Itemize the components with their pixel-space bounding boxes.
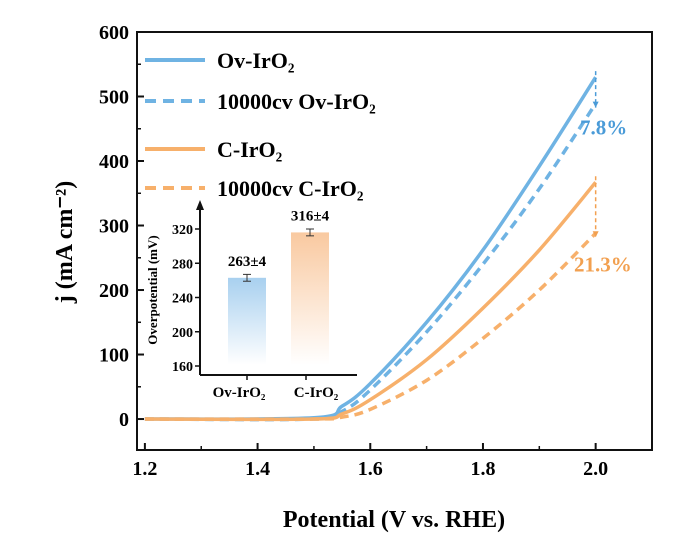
y-tick-label: 600 (99, 22, 129, 44)
inset-bar-1 (291, 232, 329, 365)
inset-bar-0 (228, 277, 266, 365)
arrow-head (592, 231, 599, 238)
legend-label-3: 10000cv C-IrO₂ (217, 176, 364, 201)
x-axis-label: Potential (V vs. RHE) (283, 507, 505, 533)
x-tick-label: 2.0 (583, 458, 608, 480)
inset-x-tick-label: Ov-IrO₂ (213, 385, 266, 401)
inset-axis-arrow (196, 200, 204, 210)
series-line-3 (144, 232, 597, 421)
x-tick-label: 1.4 (245, 458, 270, 480)
inset-x-tick-label: C-IrO₂ (294, 385, 339, 401)
x-tick-label: 1.6 (358, 458, 383, 480)
y-tick-label: 400 (99, 151, 129, 173)
legend-label-2: C-IrO₂ (217, 137, 283, 162)
inset-y-tick-label: 280 (172, 257, 193, 272)
arrow-head (592, 101, 599, 108)
y-tick-label: 500 (99, 87, 129, 109)
plot-frame (136, 31, 653, 451)
inset-y-tick-label: 320 (172, 223, 193, 238)
y-axis-label: j (mA cm⁻²) (52, 181, 78, 304)
series-line-1 (144, 102, 598, 422)
y-tick-label: 300 (99, 216, 129, 238)
series-line-0 (144, 76, 598, 421)
y-tick-label: 100 (99, 345, 129, 367)
y-tick-label: 200 (99, 280, 129, 302)
inset-y-tick-label: 160 (172, 360, 193, 375)
inset-y-axis-label: Overpotential (mV) (145, 235, 160, 344)
y-tick-label: 0 (119, 409, 129, 431)
inset-y-tick-label: 200 (172, 326, 193, 341)
inset-data-label: 316±4 (291, 208, 330, 224)
annotation-label: 21.3% (574, 252, 632, 276)
x-tick-label: 1.8 (470, 458, 495, 480)
inset-y-tick-label: 240 (172, 292, 193, 307)
x-tick-label: 1.2 (132, 458, 157, 480)
annotation-label: 7.8% (580, 116, 627, 140)
legend-label-1: 10000cv Ov-IrO₂ (217, 89, 376, 114)
inset-data-label: 263±4 (228, 254, 267, 270)
legend-label-0: Ov-IrO₂ (217, 48, 295, 73)
